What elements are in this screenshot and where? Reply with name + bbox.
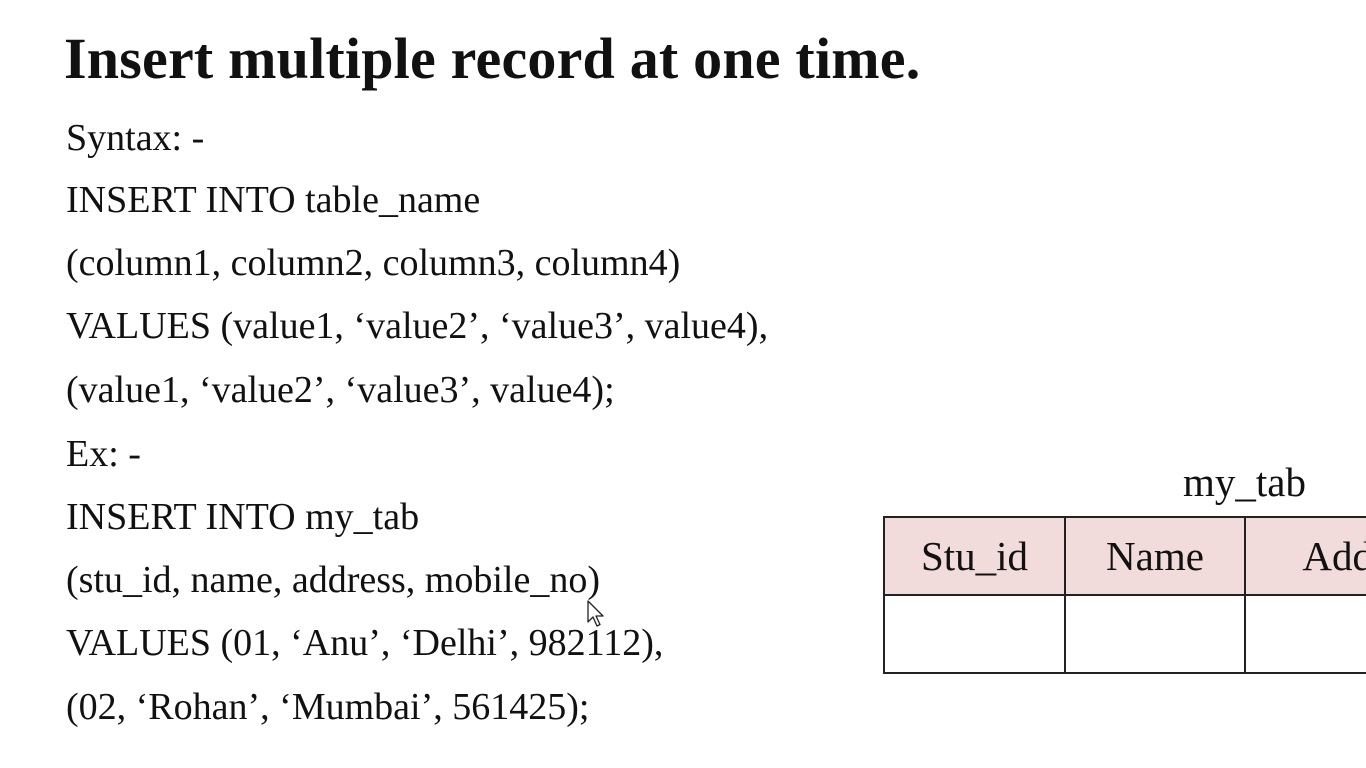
table-cell	[1064, 594, 1246, 674]
table-header-row: Stu_id Name Addr	[883, 516, 1366, 596]
table-cell	[883, 594, 1066, 674]
example-label: Ex: -	[66, 433, 141, 475]
example-line-columns: (stu_id, name, address, mobile_no)	[66, 559, 601, 601]
table-row	[883, 594, 1366, 674]
mouse-pointer-icon	[587, 600, 604, 627]
syntax-line-insert: INSERT INTO table_name	[66, 179, 481, 221]
table-cell	[1244, 594, 1366, 674]
table-header-cell: Addr	[1244, 516, 1366, 596]
example-line-insert: INSERT INTO my_tab	[66, 496, 420, 538]
demo-table-container: Stu_id Name Addr	[883, 516, 1366, 677]
table-header-cell: Stu_id	[883, 516, 1066, 596]
syntax-line-values-1: VALUES (value1, ‘value2’, ‘value3’, valu…	[66, 305, 769, 347]
syntax-line-values-2: (value1, ‘value2’, ‘value3’, value4);	[66, 369, 615, 411]
table-header-cell: Name	[1064, 516, 1246, 596]
table-caption: my_tab	[1183, 459, 1306, 505]
example-line-values-1: VALUES (01, ‘Anu’, ‘Delhi’, 982112),	[66, 622, 664, 664]
syntax-label: Syntax: -	[66, 117, 205, 159]
slide-title: Insert multiple record at one time.	[64, 26, 921, 91]
syntax-line-columns: (column1, column2, column3, column4)	[66, 242, 681, 284]
demo-table: Stu_id Name Addr	[883, 516, 1366, 674]
example-line-values-2: (02, ‘Rohan’, ‘Mumbai’, 561425);	[66, 686, 590, 728]
